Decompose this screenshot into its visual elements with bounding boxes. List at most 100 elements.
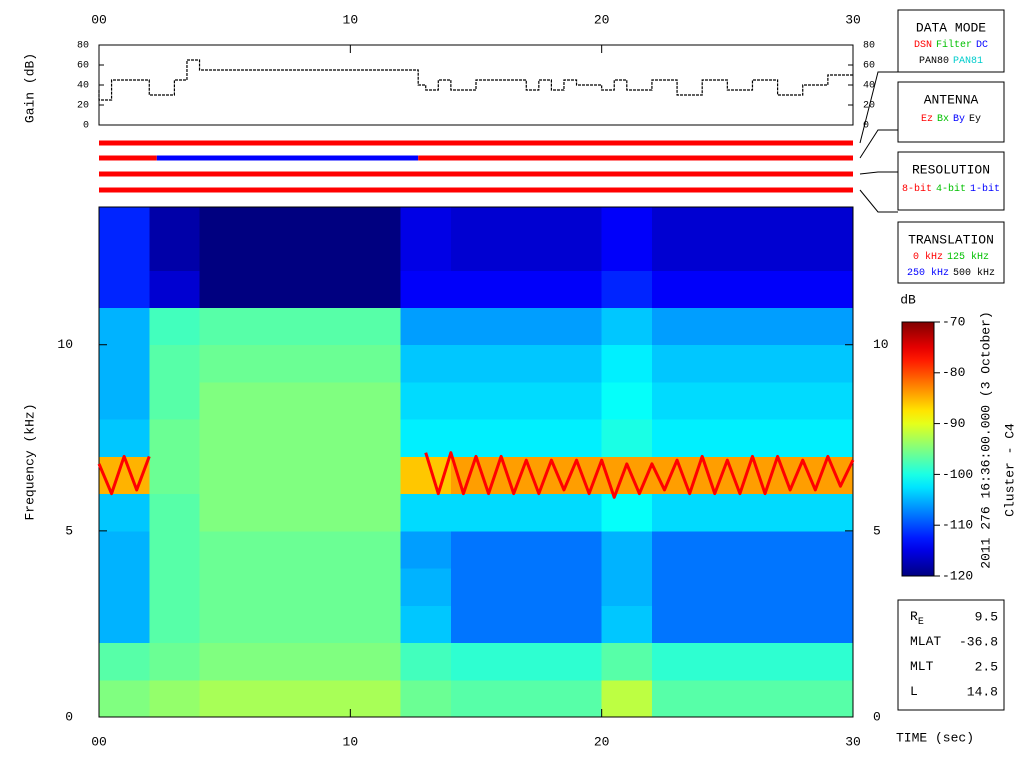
spectrogram-cell [802, 530, 854, 569]
spectrogram-cell [651, 568, 703, 606]
spectrogram-cell [551, 381, 603, 420]
y-tick-label: 20 [863, 101, 875, 112]
spectrogram-cell [651, 419, 703, 457]
x-tick-label: 00 [91, 734, 107, 749]
spectrogram-cell [350, 344, 402, 383]
spectrogram-cell [400, 679, 452, 718]
emission-line [97, 451, 855, 499]
spectrogram-cell [99, 233, 150, 271]
ephemeris-label: MLAT [910, 634, 941, 649]
legend-box [897, 9, 1005, 73]
spectrogram-cell [400, 344, 452, 383]
spectrogram-cell [752, 568, 804, 606]
spectrogram-cell [400, 307, 452, 346]
spectrogram-cell [601, 456, 653, 495]
spectrogram-cell [752, 419, 804, 457]
spectrogram-cell [249, 419, 301, 457]
ephemeris-label: L [910, 684, 918, 699]
spectrogram-cell [651, 233, 703, 271]
spectrogram-cell [400, 381, 452, 420]
legend-entry: 125 kHz [947, 251, 989, 263]
legend-line: PAN80 PAN81 [919, 56, 983, 67]
y-tick-label: 20 [77, 101, 89, 112]
time-axis-label: TIME (sec) [896, 730, 974, 745]
spectrogram-cell [99, 679, 150, 718]
legend-entry: Ey [969, 114, 981, 125]
spectrogram-cell [199, 530, 251, 569]
ephemeris-value: 9.5 [975, 609, 998, 624]
spectrogram-cell [601, 381, 653, 420]
spectrogram-cell [551, 307, 603, 346]
spectrogram-cell [249, 568, 301, 606]
legend-box [897, 221, 1005, 284]
legend-entry: 4-bit [936, 183, 966, 195]
spectrogram-cell [300, 381, 351, 420]
leader-line [859, 171, 898, 175]
x-tick-label: 30 [845, 12, 861, 27]
spectrogram [99, 207, 854, 718]
y-tick-label: 10 [873, 337, 889, 352]
spectrogram-cell [802, 381, 854, 420]
spectrogram-cell [300, 207, 351, 234]
spectrogram-cell [450, 307, 502, 346]
spectrogram-cell [450, 679, 502, 718]
spectrogram-cell [99, 419, 150, 457]
spectrogram-cell [450, 419, 502, 457]
spectrogram-cell [99, 381, 150, 420]
spectrogram-cell [752, 605, 804, 644]
spectrogram-cell [551, 233, 603, 271]
status-bar [99, 155, 157, 161]
spectrogram-cell [350, 530, 402, 569]
spectrogram-cell [199, 233, 251, 271]
spectrogram-cell [702, 270, 753, 309]
spectrogram-cell [651, 307, 703, 346]
spectrogram-cell [702, 642, 753, 681]
y-tick-label: 0 [65, 709, 73, 724]
spectrogram-cell [450, 605, 502, 644]
y-tick-label: 10 [57, 337, 73, 352]
spectrogram-cell [450, 207, 502, 234]
legend-entry: By [953, 114, 965, 125]
spectrogram-cell [300, 679, 351, 718]
spectrogram-cell [802, 605, 854, 644]
spectrogram-cell [752, 642, 804, 681]
spectrogram-cell [149, 493, 201, 532]
spectrogram-cell [752, 530, 804, 569]
legend-line: Ez Bx By Ey [921, 114, 981, 125]
spectrogram-cell [802, 233, 854, 271]
legend-entry: DC [976, 40, 988, 51]
x-tick-label: 10 [343, 734, 359, 749]
x-tick-label: 10 [343, 12, 359, 27]
colorbar-tick-label: -100 [942, 467, 973, 482]
spectrogram-cell [99, 605, 150, 644]
x-tick-label: 30 [845, 734, 861, 749]
status-bar [418, 155, 853, 161]
spectrogram-cell [149, 419, 201, 457]
spectrogram-cell [199, 344, 251, 383]
spectrogram-cell [99, 270, 150, 309]
spectrogram-cell [752, 233, 804, 271]
spectrogram-cell [752, 679, 804, 718]
spectrogram-cell [99, 207, 150, 234]
spectrogram-cell [551, 530, 603, 569]
spectrogram-cell [501, 233, 552, 271]
spectrogram-cell [249, 381, 301, 420]
ephemeris-label: RE [910, 609, 924, 627]
legend-title: RESOLUTION [912, 162, 990, 177]
spectrogram-cell [149, 233, 201, 271]
spectrogram-cell [400, 568, 452, 606]
spectrogram-cell [400, 530, 452, 569]
ephemeris-label: MLT [910, 659, 934, 674]
spectrogram-cell [99, 642, 150, 681]
spectrogram-cell [501, 568, 552, 606]
ephemeris-label-text: L [910, 684, 918, 699]
colorbar [901, 321, 935, 577]
legend-entry: 250 kHz [907, 267, 949, 279]
spectrogram-cell [199, 419, 251, 457]
legend-entry: Ez [921, 114, 933, 125]
spectrogram-cell [651, 270, 703, 309]
spectrogram-cell [802, 419, 854, 457]
spectrogram-cell [249, 679, 301, 718]
legend-title: DATA MODE [916, 20, 986, 35]
leader-line [859, 71, 898, 144]
